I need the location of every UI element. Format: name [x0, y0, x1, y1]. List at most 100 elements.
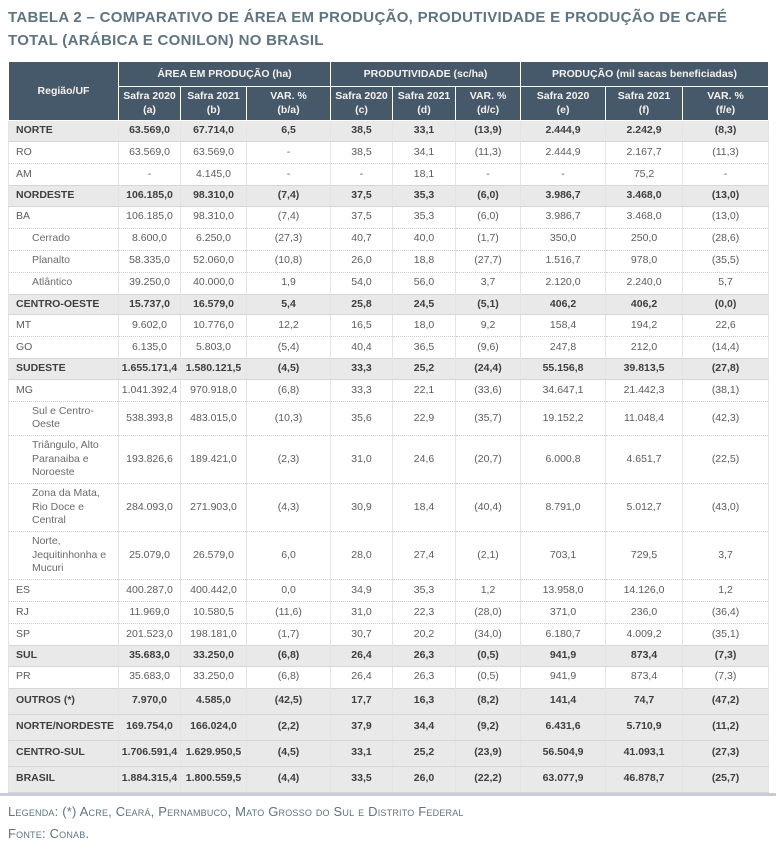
cell-value: 538.393,8: [118, 401, 181, 437]
cell-value: (9,6): [455, 336, 522, 360]
cell-value: 19.152,2: [520, 401, 607, 437]
cell-value: (28,6): [682, 228, 770, 251]
table-row: AM -4.145,0- -18,1- -75,2-: [8, 163, 770, 186]
cell-value: 74,7: [605, 687, 684, 715]
table-row: NORTE/NORDESTE 169.754,0 166.024,0 (2,2) 37,…: [8, 713, 770, 741]
cell-value: (7,3): [682, 666, 770, 689]
cell-value: (7,4): [245, 206, 332, 229]
cell-value: 98.310,0: [180, 184, 247, 207]
cell-value: (25,7): [682, 765, 770, 793]
cell-value: (5,1): [455, 293, 522, 316]
cell-value: 18,0: [392, 314, 457, 338]
cell-value: 20,2: [392, 623, 457, 646]
cell-value: 3.468,0: [605, 184, 684, 207]
col-header-safra-2020-c: Safra 2020 (c): [330, 85, 394, 122]
cell-value: 1,9: [245, 272, 332, 295]
cell-value: (0,5): [455, 666, 522, 689]
cell-value: 194,2: [605, 314, 684, 338]
cell-value: 24,6: [392, 435, 457, 485]
cell-value: 75,2: [605, 163, 684, 186]
row-label: SUDESTE: [8, 358, 119, 380]
cell-value: 63.569,0: [118, 120, 181, 142]
cell-value: 35,3: [392, 184, 457, 207]
cell-value: -: [682, 163, 770, 186]
cell-value: 873,4: [605, 666, 684, 689]
cell-value: (2,3): [245, 435, 332, 485]
cell-value: 189.421,0: [180, 435, 247, 485]
row-label: Planalto: [8, 250, 119, 273]
cell-value: 2.240,0: [605, 272, 684, 295]
cell-value: 63.569,0: [118, 141, 181, 164]
table-row: OUTROS (*) 7.970,0 4.585,0 (42,5) 17,7 16,3 (8…: [8, 687, 770, 715]
cell-value: 158,4: [520, 314, 607, 338]
col-header-safra-2020-e: Safra 2020 (e): [520, 85, 607, 122]
source-text: Fonte: Conab.: [8, 825, 90, 841]
row-label: GO: [8, 336, 119, 360]
col-header-var-fe: VAR. % (f/e): [682, 85, 770, 122]
cell-value: 978,0: [605, 250, 684, 273]
row-label: SUL: [8, 644, 119, 667]
cell-value: 37,5: [330, 184, 394, 207]
cell-value: 271.903,0: [180, 483, 247, 532]
cell-value: (9,2): [455, 713, 522, 741]
cell-value: 3,7: [455, 272, 522, 295]
cell-value: 33,3: [330, 358, 394, 380]
cell-value: 35,3: [392, 206, 457, 229]
cell-value: 13.958,0: [520, 579, 607, 602]
cell-value: (22,5): [682, 435, 770, 485]
cell-value: 30,9: [330, 483, 394, 532]
cell-value: 4.651,7: [605, 435, 684, 485]
cell-value: 873,4: [605, 644, 684, 667]
cell-value: 34,1: [392, 141, 457, 164]
cell-value: 18,1: [392, 163, 457, 186]
cell-value: (7,3): [682, 644, 770, 667]
cell-value: 5,4: [245, 293, 332, 316]
cell-value: 2.120,0: [520, 272, 607, 295]
row-label: NORTE/NORDESTE: [8, 713, 119, 741]
cell-value: (0,5): [455, 644, 522, 667]
cell-value: 371,0: [520, 601, 607, 624]
cell-value: 34,4: [392, 713, 457, 741]
cell-value: 35,3: [392, 579, 457, 602]
cell-value: (27,3): [682, 739, 770, 767]
comparative-table: Região/UF ÁREA EM PRODUÇÃO (ha) PRODUTIV…: [8, 60, 770, 793]
cell-value: (4,5): [245, 358, 332, 380]
cell-value: 26,4: [330, 666, 394, 689]
row-label: BRASIL: [8, 765, 119, 793]
cell-value: (6,8): [245, 666, 332, 689]
cell-value: (28,0): [455, 601, 522, 624]
cell-value: 16.579,0: [180, 293, 247, 316]
cell-value: -: [330, 163, 394, 186]
row-label: SP: [8, 623, 119, 646]
cell-value: 39.250,0: [118, 272, 181, 295]
cell-value: 22,6: [682, 314, 770, 338]
cell-value: (36,4): [682, 601, 770, 624]
cell-value: 9.602,0: [118, 314, 181, 338]
cell-value: (42,5): [245, 687, 332, 715]
cell-value: 58.335,0: [118, 250, 181, 273]
cell-value: (22,2): [455, 765, 522, 793]
table-row: GO 6.135,0 5.803,0 (5,4) 40,4 36,5 (9,6) 247,8 2…: [8, 336, 770, 360]
cell-value: (13,0): [682, 206, 770, 229]
cell-value: 3.986,7: [520, 206, 607, 229]
legend-text: Legenda: (*) Acre, Ceará, Pernambuco, Ma…: [8, 803, 464, 819]
cell-value: 1.655.171,4: [118, 358, 181, 380]
cell-value: (2,2): [245, 713, 332, 741]
cell-value: 166.024,0: [180, 713, 247, 741]
cell-value: (7,4): [245, 184, 332, 207]
cell-value: (8,3): [682, 120, 770, 142]
cell-value: 1.629.950,5: [180, 739, 247, 767]
cell-value: -: [245, 141, 332, 164]
cell-value: 27,4: [392, 531, 457, 580]
cell-value: (1,7): [245, 623, 332, 646]
cell-value: 193.826,6: [118, 435, 181, 485]
cell-value: (20,7): [455, 435, 522, 485]
cell-value: 34.647,1: [520, 379, 607, 402]
table-row: Cerrado 8.600,0 6.250,0 (27,3) 40,7 40,0 (1,7)…: [8, 228, 770, 251]
page-title: TABELA 2 – COMPARATIVO DE ÁREA EM PRODUÇ…: [8, 9, 728, 49]
cell-value: 8.600,0: [118, 228, 181, 251]
cell-value: 12,2: [245, 314, 332, 338]
cell-value: 2.444,9: [520, 120, 607, 142]
cell-value: 406,2: [520, 293, 607, 316]
row-label: Triângulo, Alto Paranaiba e Noroeste: [8, 435, 119, 485]
